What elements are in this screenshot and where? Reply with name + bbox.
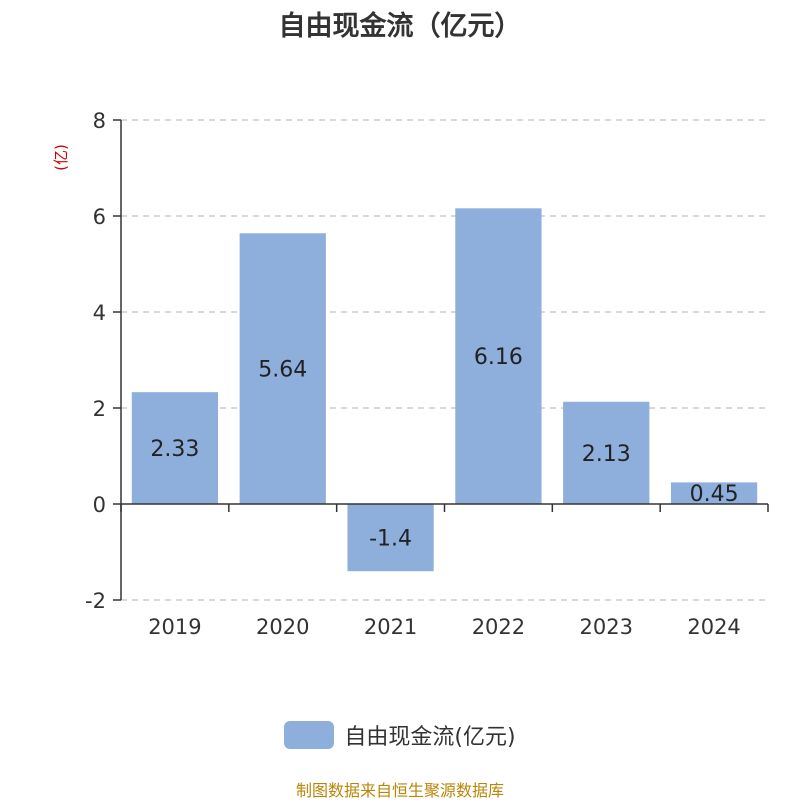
data-label: 6.16 [474, 345, 523, 370]
x-tick-label: 2021 [364, 615, 417, 639]
x-tick-label: 2022 [472, 615, 525, 639]
chart-title: 自由现金流（亿元） [278, 11, 522, 42]
x-tick-label: 2024 [687, 615, 740, 639]
legend[interactable]: 自由现金流(亿元) [0, 719, 800, 751]
bar [563, 401, 650, 504]
y-tick-label: 0 [93, 493, 106, 517]
y-tick-label: 8 [93, 109, 106, 133]
bar [455, 208, 542, 504]
data-label: 5.64 [258, 358, 307, 383]
legend-label: 自由现金流(亿元) [344, 725, 516, 750]
bar [347, 504, 434, 572]
data-label: 2.13 [582, 442, 631, 467]
y-tick-label: -2 [85, 589, 106, 613]
x-tick-label: 2023 [580, 615, 633, 639]
x-tick-label: 2019 [148, 615, 201, 639]
data-label: 0.45 [690, 482, 739, 507]
data-label: -1.4 [369, 527, 412, 552]
bar [239, 233, 326, 504]
y-tick-label: 2 [93, 397, 106, 421]
x-tick-label: 2020 [256, 615, 309, 639]
bar [670, 482, 758, 504]
y-tick-label: 4 [93, 301, 106, 325]
bar [131, 392, 219, 504]
data-label: 2.33 [150, 437, 199, 462]
y-tick-label: 6 [93, 205, 106, 229]
legend-swatch [284, 721, 335, 749]
data-source-footer: 制图数据来自恒生聚源数据库 [295, 781, 504, 800]
